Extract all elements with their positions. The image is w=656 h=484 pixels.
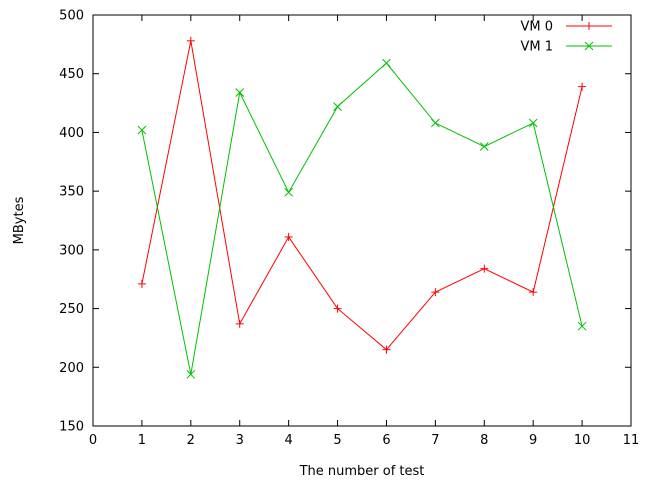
x-tick-label: 5 (333, 433, 341, 448)
x-tick-label: 8 (480, 433, 488, 448)
y-tick-label: 250 (59, 302, 84, 317)
x-axis-title: The number of test (299, 464, 425, 479)
data-point (382, 345, 391, 354)
series-1 (137, 58, 587, 379)
y-tick-label: 300 (59, 243, 84, 258)
x-tick-label: 1 (138, 433, 146, 448)
legend-label: VM 0 (520, 20, 553, 35)
data-point (431, 118, 440, 128)
data-point (577, 321, 587, 331)
data-point (284, 187, 293, 197)
legend-label: VM 1 (520, 40, 553, 55)
x-tick-label: 2 (187, 433, 195, 448)
x-tick-label: 7 (431, 433, 439, 448)
plot-frame-group (92, 14, 632, 427)
data-point (235, 88, 245, 97)
data-point (186, 369, 196, 379)
data-point (578, 82, 587, 91)
data-point (333, 304, 342, 313)
x-tick-label: 3 (236, 433, 244, 448)
data-point (479, 142, 489, 151)
data-point (382, 58, 391, 68)
x-tick-label: 10 (574, 433, 591, 448)
x-axis-ticks: 0 1 2 3 4 5 6 7 8 9 10 11 (89, 15, 639, 448)
series-line (141, 62, 583, 375)
y-tick-label: 150 (59, 420, 84, 435)
data-point (137, 125, 147, 135)
data-point (480, 264, 489, 273)
x-tick-label: 11 (623, 433, 640, 448)
series-layer (137, 36, 587, 379)
data-point (333, 102, 342, 111)
y-tick-label: 400 (59, 126, 84, 141)
series-line (141, 40, 583, 351)
y-tick-label: 350 (59, 185, 84, 200)
y-tick-label: 450 (59, 67, 84, 82)
legend-item: VM 0 (520, 20, 612, 35)
data-point (284, 232, 293, 241)
series-0 (137, 36, 587, 354)
data-point (528, 118, 538, 128)
legend-swatch-marker (585, 22, 593, 30)
data-point (431, 288, 440, 297)
y-axis-title: MBytes (12, 196, 27, 244)
data-point (235, 319, 244, 328)
x-tick-label: 9 (529, 433, 537, 448)
data-point (529, 288, 538, 297)
y-tick-label: 200 (59, 361, 84, 376)
x-tick-label: 6 (382, 433, 390, 448)
legend-item: VM 1 (520, 40, 612, 55)
x-tick-label: 4 (284, 433, 292, 448)
data-point (137, 279, 146, 288)
legend: VM 0 VM 1 (520, 20, 612, 55)
plot-frame (92, 14, 632, 427)
x-tick-label: 0 (89, 433, 97, 448)
data-point (186, 36, 195, 45)
y-tick-label: 500 (59, 9, 84, 24)
legend-swatch-marker (584, 41, 594, 51)
y-axis-ticks: 150 200 250 300 350 400 450 500 (59, 9, 631, 435)
